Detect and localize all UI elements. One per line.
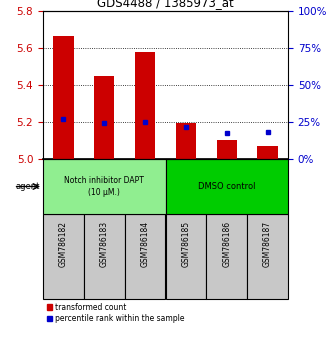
Text: GSM786184: GSM786184 <box>141 221 150 267</box>
Bar <box>135 52 155 159</box>
Text: DMSO control: DMSO control <box>198 182 256 191</box>
Text: Notch inhibitor DAPT
(10 μM.): Notch inhibitor DAPT (10 μM.) <box>64 176 144 196</box>
Text: GSM786185: GSM786185 <box>181 221 190 267</box>
Text: GSM786186: GSM786186 <box>222 221 231 267</box>
Bar <box>257 146 278 159</box>
Bar <box>166 159 288 214</box>
Bar <box>53 36 73 159</box>
Title: GDS4488 / 1385973_at: GDS4488 / 1385973_at <box>97 0 234 10</box>
Bar <box>43 159 166 214</box>
Bar <box>166 214 206 299</box>
Bar <box>84 214 125 299</box>
Text: GSM786183: GSM786183 <box>100 221 109 267</box>
Bar <box>206 214 247 299</box>
Bar <box>43 214 84 299</box>
Bar <box>216 141 237 159</box>
Text: GSM786182: GSM786182 <box>59 221 68 267</box>
Text: GSM786187: GSM786187 <box>263 221 272 267</box>
Bar <box>247 214 288 299</box>
Bar <box>125 214 166 299</box>
Text: agent: agent <box>15 182 40 191</box>
Legend: transformed count, percentile rank within the sample: transformed count, percentile rank withi… <box>47 303 185 323</box>
Bar <box>94 75 115 159</box>
Bar <box>176 123 196 159</box>
